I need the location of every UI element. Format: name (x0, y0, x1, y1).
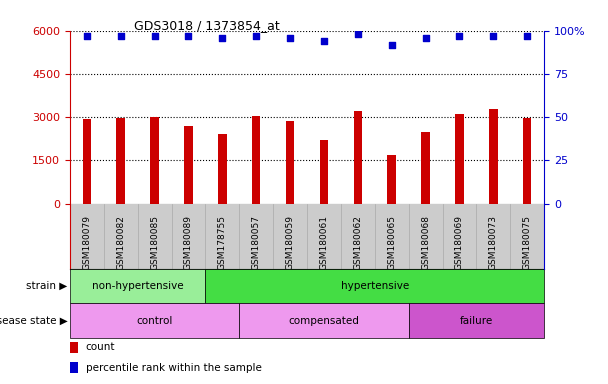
Text: GSM180075: GSM180075 (523, 215, 532, 270)
Point (285, 35, 295, 41)
Bar (117, 118, 125, 204)
Text: GDS3018 / 1373854_at: GDS3018 / 1373854_at (134, 19, 280, 32)
Bar (286, 121, 294, 204)
Point (455, 33, 465, 39)
Point (319, 38, 329, 44)
Point (387, 41, 396, 48)
Bar (70, 204, 544, 269)
Text: disease state ▶: disease state ▶ (0, 316, 67, 326)
Bar (523, 118, 531, 204)
Bar (354, 111, 362, 204)
Point (150, 33, 159, 39)
Text: GSM180062: GSM180062 (353, 215, 362, 270)
Text: GSM180057: GSM180057 (252, 215, 261, 270)
Text: GSM180061: GSM180061 (319, 215, 328, 270)
Point (421, 35, 430, 41)
Point (218, 35, 227, 41)
Point (251, 33, 261, 39)
Bar (489, 109, 497, 204)
Text: count: count (86, 342, 115, 352)
Bar (252, 116, 260, 204)
Text: GSM178755: GSM178755 (218, 215, 227, 270)
Bar (206, 269, 544, 303)
Bar (409, 303, 544, 338)
Bar (70, 269, 206, 303)
Text: GSM180089: GSM180089 (184, 215, 193, 270)
Bar (150, 117, 159, 204)
Point (353, 31, 363, 37)
Bar (70, 342, 78, 353)
Bar (70, 303, 240, 338)
Text: GSM180065: GSM180065 (387, 215, 396, 270)
Text: GSM180073: GSM180073 (489, 215, 498, 270)
Bar (455, 114, 464, 204)
Text: GSM180068: GSM180068 (421, 215, 430, 270)
Text: non-hypertensive: non-hypertensive (92, 281, 184, 291)
Text: compensated: compensated (289, 316, 359, 326)
Bar (184, 126, 193, 204)
Text: percentile rank within the sample: percentile rank within the sample (86, 363, 261, 373)
Bar (70, 362, 78, 373)
Text: failure: failure (460, 316, 493, 326)
Text: control: control (136, 316, 173, 326)
Text: GSM180059: GSM180059 (286, 215, 295, 270)
Point (184, 33, 193, 39)
Point (488, 33, 498, 39)
Point (522, 33, 532, 39)
Text: GSM180069: GSM180069 (455, 215, 464, 270)
Text: GSM180079: GSM180079 (82, 215, 91, 270)
Bar (240, 303, 409, 338)
Bar (387, 154, 396, 204)
Text: strain ▶: strain ▶ (26, 281, 67, 291)
Point (82, 33, 92, 39)
Bar (218, 134, 227, 204)
Point (116, 33, 126, 39)
Text: GSM180085: GSM180085 (150, 215, 159, 270)
Text: GSM180082: GSM180082 (116, 215, 125, 270)
Bar (83, 119, 91, 204)
Bar (320, 140, 328, 204)
Bar (421, 132, 430, 204)
Text: hypertensive: hypertensive (340, 281, 409, 291)
